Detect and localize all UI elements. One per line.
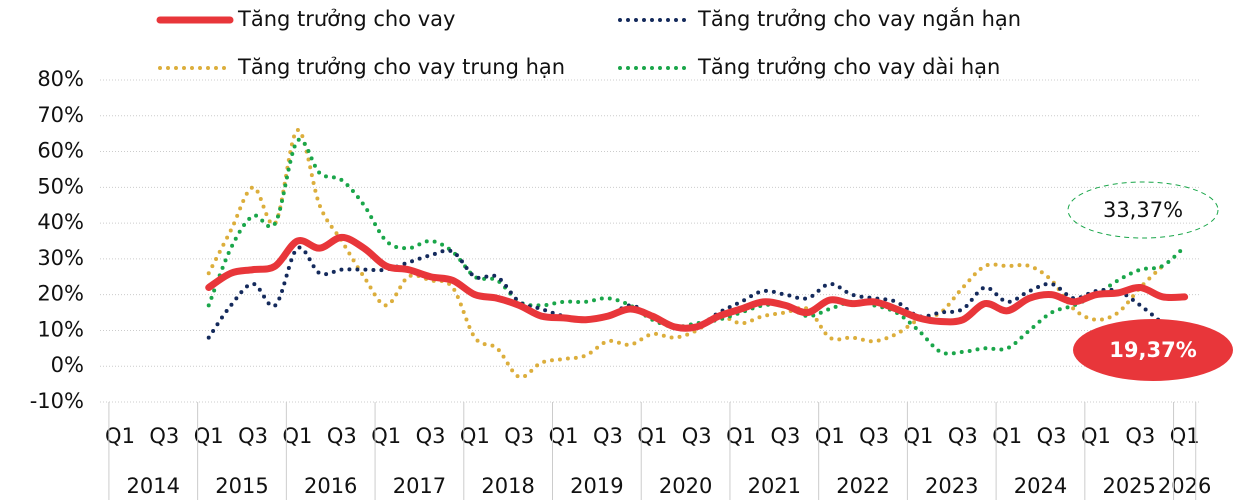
- y-tick-label: 10%: [37, 317, 84, 341]
- x-tick-label: Q3: [504, 424, 534, 448]
- x-tick-label: Q1: [904, 424, 934, 448]
- year-label: 2017: [393, 474, 446, 498]
- year-label: 2014: [127, 474, 180, 498]
- value-label: 19,37%: [1109, 338, 1196, 362]
- x-tick-label: Q3: [327, 424, 357, 448]
- x-tick-label: Q1: [726, 424, 756, 448]
- x-tick-label: Q1: [637, 424, 667, 448]
- x-tick-label: Q1: [460, 424, 490, 448]
- legend-label: Tăng trưởng cho vay trung hạn: [237, 55, 565, 79]
- value-label-bubble: [1067, 181, 1219, 239]
- year-label: 2015: [215, 474, 268, 498]
- year-label: 2023: [925, 474, 978, 498]
- y-tick-label: 20%: [37, 282, 84, 306]
- series-line: [206, 245, 1165, 340]
- x-tick-label: Q1: [194, 424, 224, 448]
- x-tick-label: Q3: [859, 424, 889, 448]
- y-tick-label: 0%: [51, 353, 84, 377]
- y-tick-label: 30%: [37, 246, 84, 270]
- x-tick-label: Q1: [371, 424, 401, 448]
- x-tick-label: Q1: [549, 424, 579, 448]
- year-label: 2018: [481, 474, 534, 498]
- series-line: [206, 128, 1165, 380]
- x-tick-label: Q1: [105, 424, 135, 448]
- y-tick-label: 70%: [37, 103, 84, 127]
- value-label-bubble: [1073, 319, 1233, 381]
- y-tick-label: 50%: [37, 174, 84, 198]
- x-tick-label: Q3: [682, 424, 712, 448]
- legend-label: Tăng trưởng cho vay dài hạn: [697, 55, 1000, 79]
- legend-label: Tăng trưởng cho vay: [237, 7, 455, 31]
- x-tick-label: Q3: [593, 424, 623, 448]
- year-label: 2019: [570, 474, 623, 498]
- x-tick-label: Q1: [1081, 424, 1111, 448]
- x-tick-label: Q1: [282, 424, 312, 448]
- year-label: 2024: [1014, 474, 1067, 498]
- x-tick-label: Q3: [149, 424, 179, 448]
- year-label: 2022: [836, 474, 889, 498]
- x-tick-label: Q3: [770, 424, 800, 448]
- x-tick-label: Q3: [948, 424, 978, 448]
- year-label: 2025: [1102, 474, 1155, 498]
- y-tick-label: 80%: [37, 67, 84, 91]
- value-label: 33,37%: [1103, 198, 1183, 222]
- y-tick-label: 60%: [37, 139, 84, 163]
- year-label: 2026: [1158, 474, 1211, 498]
- y-tick-label: 40%: [37, 210, 84, 234]
- year-label: 2020: [659, 474, 712, 498]
- y-tick-label: -10%: [30, 389, 84, 413]
- series-line: [205, 233, 1189, 332]
- series-line: [206, 137, 1187, 356]
- year-label: 2021: [748, 474, 801, 498]
- x-tick-label: Q1: [815, 424, 845, 448]
- x-tick-label: Q3: [238, 424, 268, 448]
- x-tick-label: Q3: [1037, 424, 1067, 448]
- legend-label: Tăng trưởng cho vay ngắn hạn: [697, 7, 1021, 31]
- x-tick-label: Q1: [992, 424, 1022, 448]
- x-tick-label: Q1: [1170, 424, 1200, 448]
- year-label: 2016: [304, 474, 357, 498]
- x-tick-label: Q3: [1125, 424, 1155, 448]
- x-tick-label: Q3: [416, 424, 446, 448]
